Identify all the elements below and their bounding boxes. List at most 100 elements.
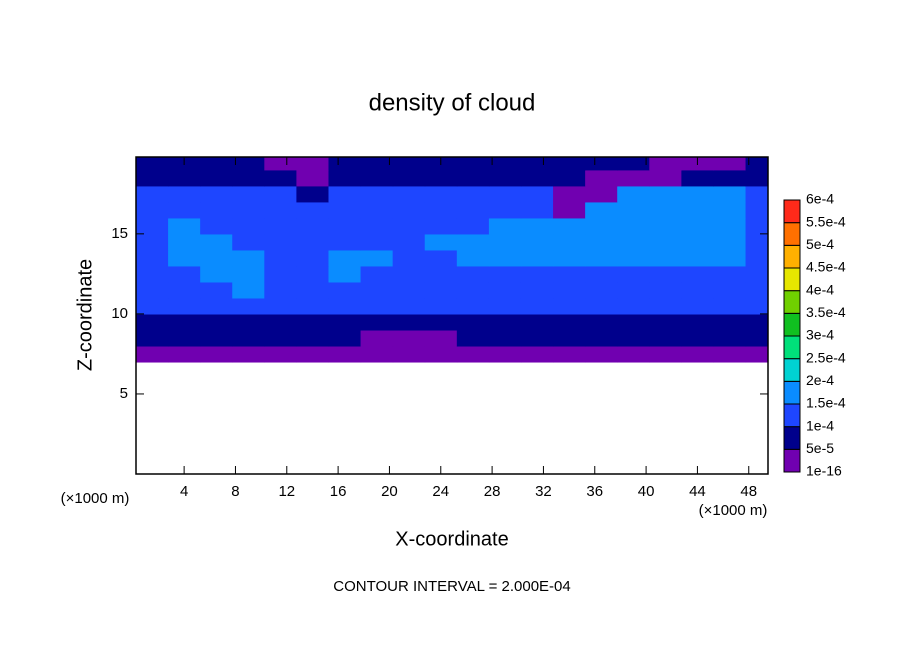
contour-cell: [649, 281, 682, 299]
contour-cell: [553, 345, 586, 363]
colorbar-box: [783, 380, 801, 405]
contour-cell: [392, 233, 426, 251]
footer-note: CONTOUR INTERVAL = 2.000E-04: [333, 578, 570, 595]
contour-cell: [200, 249, 233, 267]
contour-cell: [168, 345, 201, 363]
contour-cell: [200, 313, 233, 331]
y-axis-unit: (×1000 m): [61, 490, 130, 507]
contour-cell: [553, 233, 586, 251]
contour-cell: [296, 157, 330, 171]
contour-cell: [649, 233, 682, 251]
contour-cell: [168, 185, 201, 203]
contour-cell: [360, 265, 394, 283]
contour-cell: [136, 249, 169, 267]
contour-cell: [136, 313, 169, 331]
contour-cell: [168, 265, 201, 283]
contour-cell: [264, 201, 298, 219]
contour-cell: [136, 201, 169, 219]
contour-cell: [328, 233, 362, 251]
contour-cell: [649, 345, 682, 363]
contour-cell: [649, 201, 682, 219]
contour-cell: [617, 157, 650, 171]
contour-cell: [456, 217, 490, 235]
contour-cell: [360, 169, 394, 187]
contour-cell: [168, 233, 201, 251]
x-tick-label: 44: [689, 483, 706, 500]
contour-cell: [585, 313, 618, 331]
contour-cell: [392, 201, 426, 219]
colorbar-label: 1e-4: [806, 417, 834, 433]
contour-cell: [360, 345, 394, 363]
contour-cell: [168, 169, 201, 187]
x-tick-label: 4: [180, 483, 188, 500]
contour-cell: [520, 313, 554, 331]
contour-cell: [136, 233, 169, 251]
contour-cell: [585, 281, 618, 299]
contour-cell: [585, 185, 618, 203]
colorbar-label: 4e-4: [806, 281, 834, 297]
contour-cell: [392, 185, 426, 203]
colorbar-box: [783, 267, 801, 292]
contour-cell: [617, 265, 650, 283]
contour-cell: [424, 233, 458, 251]
contour-cell: [649, 329, 682, 347]
x-axis-unit: (×1000 m): [699, 502, 768, 519]
colorbar-label: 5.5e-4: [806, 213, 846, 229]
contour-cell: [713, 249, 747, 267]
contour-cell: [681, 185, 715, 203]
contour-cell: [520, 217, 554, 235]
contour-cell: [392, 345, 426, 363]
contour-cell: [360, 185, 394, 203]
contour-cell: [296, 233, 330, 251]
x-tick-label: 20: [381, 483, 398, 500]
x-tick-label: 36: [586, 483, 603, 500]
colorbar-box: [783, 290, 801, 314]
contour-cell: [456, 345, 490, 363]
contour-cell: [168, 313, 201, 331]
contour-cell: [328, 265, 362, 283]
contour-cell: [617, 329, 650, 347]
contour-cell: [296, 313, 330, 331]
contour-cell: [136, 217, 169, 235]
contour-cell: [456, 157, 490, 171]
contour-cell: [168, 249, 201, 267]
contour-cell: [488, 169, 522, 187]
contour-cell: [649, 157, 682, 171]
contour-cell: [585, 297, 618, 315]
contour-cell: [649, 185, 682, 203]
contour-cell: [328, 201, 362, 219]
contour-cell: [681, 233, 715, 251]
contour-cell: [360, 281, 394, 299]
contour-cell: [328, 157, 362, 171]
contour-cell: [520, 297, 554, 315]
contour-cell: [585, 233, 618, 251]
contour-cell: [488, 281, 522, 299]
contour-cell: [520, 265, 554, 283]
contour-cell: [488, 297, 522, 315]
contour-cell: [328, 345, 362, 363]
contour-cell: [424, 265, 458, 283]
contour-cell: [681, 265, 715, 283]
contour-cell: [168, 217, 201, 235]
colorbar-label: 5e-5: [806, 440, 834, 456]
contour-cell: [520, 157, 554, 171]
contour-cell: [296, 217, 330, 235]
contour-cell: [200, 201, 233, 219]
contour-cell: [649, 169, 682, 187]
contour-cell: [392, 281, 426, 299]
contour-cell: [456, 249, 490, 267]
contour-cell: [392, 169, 426, 187]
contour-cell: [424, 345, 458, 363]
contour-cell: [681, 157, 715, 171]
contour-cell: [488, 265, 522, 283]
x-tick-label: 24: [432, 483, 449, 500]
contour-cell: [745, 329, 768, 347]
contour-cell: [264, 233, 298, 251]
contour-cell: [232, 345, 265, 363]
contour-cell: [553, 281, 586, 299]
contour-cell: [553, 329, 586, 347]
contour-cell: [296, 169, 330, 187]
colorbar-label: 1.5e-4: [806, 395, 846, 411]
contour-cell: [488, 345, 522, 363]
y-tick-label: 5: [120, 385, 128, 402]
